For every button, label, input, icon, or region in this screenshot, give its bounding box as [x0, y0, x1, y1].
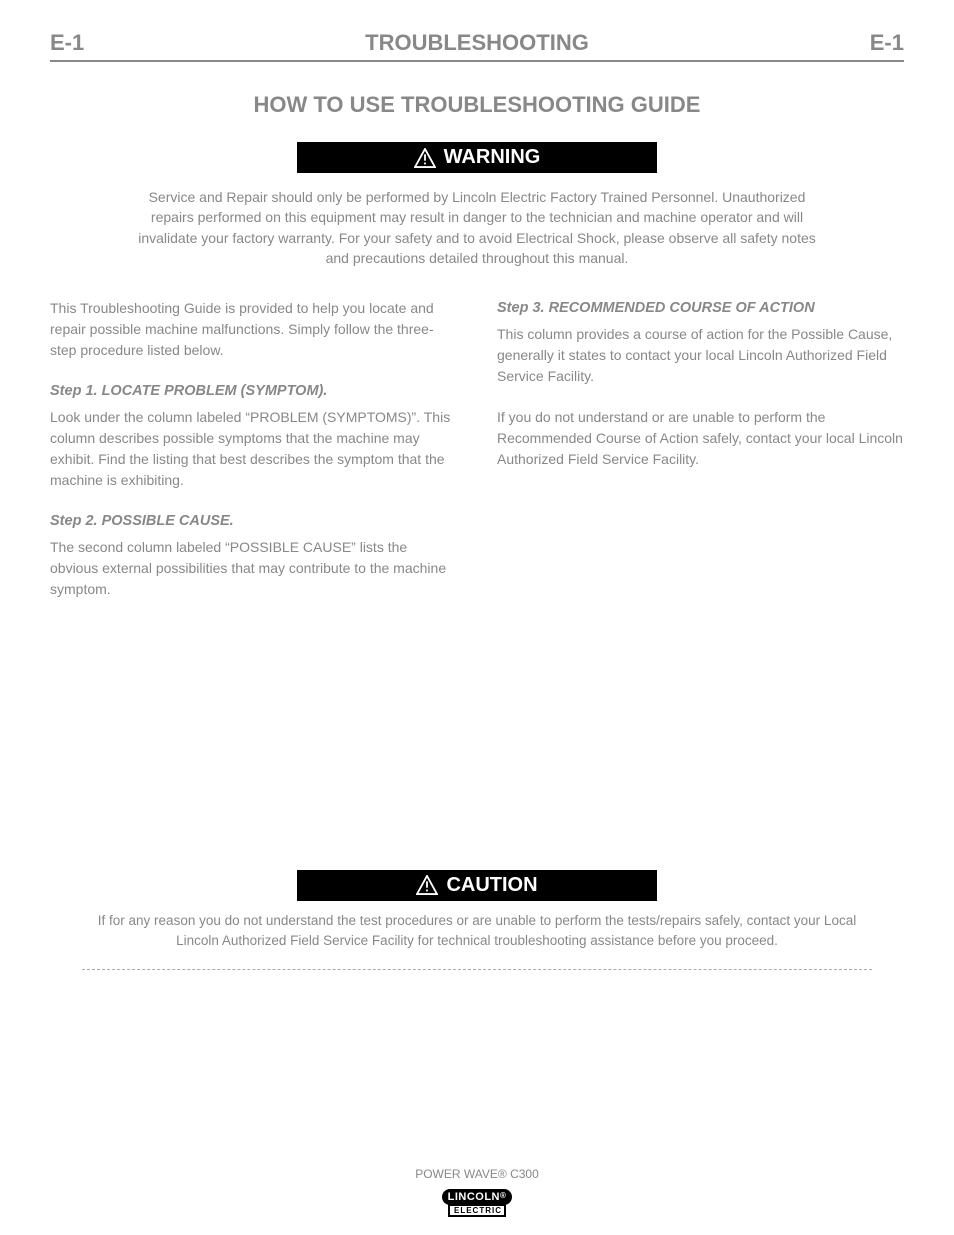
warning-label: WARNING — [444, 146, 541, 169]
caution-label: CAUTION — [446, 874, 537, 897]
caution-bar: CAUTION — [297, 870, 657, 901]
caution-triangle-icon — [416, 875, 438, 895]
logo-top-text: LINCOLN — [448, 1191, 500, 1203]
step-1-heading: Step 1. LOCATE PROBLEM (SYMPTOM). — [50, 381, 457, 403]
footer-model: POWER WAVE® C300 — [0, 1167, 954, 1181]
step-1-body: Look under the column labeled “PROBLEM (… — [50, 407, 457, 491]
page-code-right: E-1 — [870, 30, 904, 56]
page-header: E-1 TROUBLESHOOTING E-1 — [50, 30, 904, 62]
warning-bar: WARNING — [297, 142, 657, 173]
step-2-body: The second column labeled “POSSIBLE CAUS… — [50, 537, 457, 600]
intro-text: This Troubleshooting Guide is provided t… — [50, 298, 457, 361]
right-column: Step 3. RECOMMENDED COURSE OF ACTION Thi… — [497, 298, 904, 620]
troubleshooting-columns: This Troubleshooting Guide is provided t… — [50, 298, 904, 620]
warning-text: Service and Repair should only be perfor… — [127, 187, 827, 268]
logo-bottom-text: ELECTRIC — [448, 1204, 506, 1217]
page-code-left: E-1 — [50, 30, 84, 56]
lincoln-logo: LINCOLN® ELECTRIC — [442, 1189, 513, 1217]
closing-text: If you do not understand or are unable t… — [497, 407, 904, 470]
spacer — [50, 660, 904, 870]
step-2-heading: Step 2. POSSIBLE CAUSE. — [50, 511, 457, 533]
warning-triangle-icon — [414, 148, 436, 168]
caution-text: If for any reason you do not understand … — [82, 911, 872, 971]
step-3-heading: Step 3. RECOMMENDED COURSE OF ACTION — [497, 298, 904, 320]
page-footer: POWER WAVE® C300 LINCOLN® ELECTRIC — [0, 1167, 954, 1217]
step-3-body: This column provides a course of action … — [497, 324, 904, 387]
section-heading: HOW TO USE TROUBLESHOOTING GUIDE — [50, 92, 904, 118]
registered-mark: ® — [500, 1191, 506, 1200]
left-column: This Troubleshooting Guide is provided t… — [50, 298, 457, 620]
page-title: TROUBLESHOOTING — [365, 30, 589, 56]
